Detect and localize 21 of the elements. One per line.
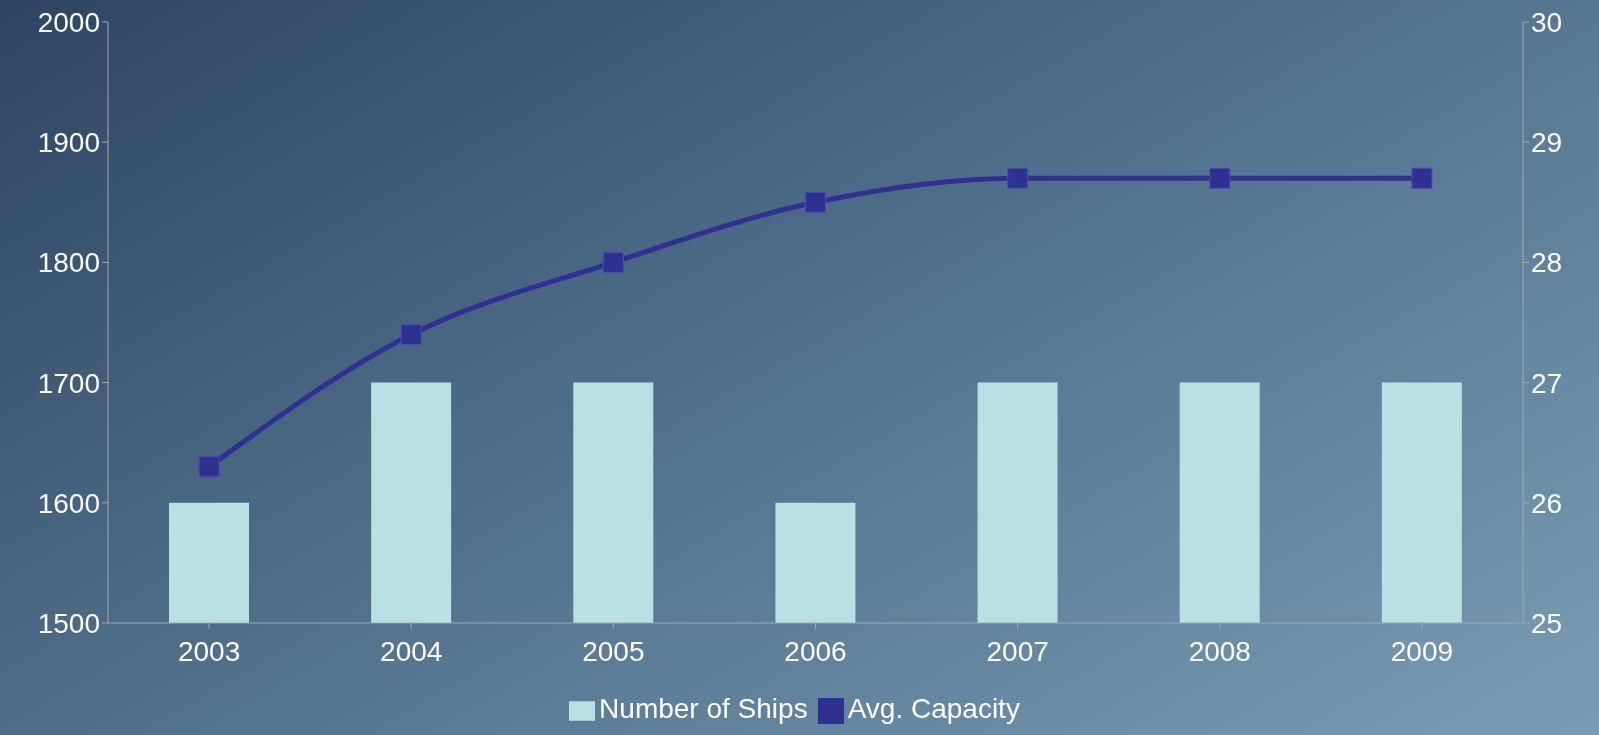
y-tick-label: 1700 xyxy=(37,367,100,399)
y2-tick-label: 27 xyxy=(1531,367,1563,399)
x-tick-label: 2003 xyxy=(177,635,241,667)
legend-label: Avg. Capacity xyxy=(847,693,1020,724)
y-tick-label: 1900 xyxy=(37,127,100,159)
y2-tick-label: 29 xyxy=(1531,127,1563,159)
x-tick-label: 2009 xyxy=(1390,635,1454,667)
legend-label: Number of Ships xyxy=(599,693,808,724)
x-tick-label: 2004 xyxy=(380,635,443,667)
y-tick-label: 1500 xyxy=(37,607,100,639)
x-tick-label: 2006 xyxy=(784,635,847,667)
y2-tick-label: 28 xyxy=(1531,247,1563,279)
x-tick-label: 2008 xyxy=(1188,635,1251,667)
x-tick-label: 2007 xyxy=(986,635,1049,667)
y2-tick-label: 30 xyxy=(1531,6,1563,38)
y-tick-label: 1600 xyxy=(37,487,100,519)
y-tick-label: 1800 xyxy=(37,247,100,279)
y-tick-label: 2000 xyxy=(37,6,100,38)
y2-tick-label: 26 xyxy=(1531,487,1563,519)
y2-tick-label: 25 xyxy=(1531,607,1563,639)
x-tick-label: 2005 xyxy=(582,635,645,667)
